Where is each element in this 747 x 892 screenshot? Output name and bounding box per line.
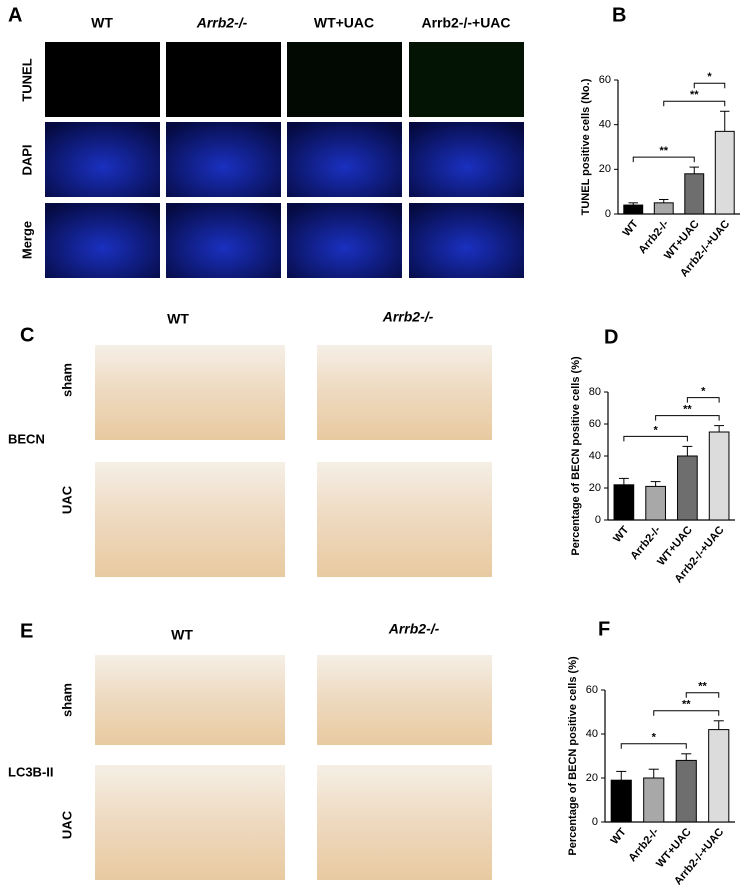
micrographs-e [95,655,492,880]
column-header: Arrb2-/- [196,15,248,31]
panel-label: C [20,324,34,346]
x-tick-label: WT [621,218,641,239]
bar [675,759,697,823]
significance-label: * [652,732,657,744]
marker-label: LC3B-II [8,764,54,779]
bar [677,455,698,521]
micrographs-c [95,345,492,577]
y-axis-label: Percentage of BECN positive cells (%) [570,356,582,556]
panel-label: A [8,4,22,26]
panel-label: B [612,4,626,26]
column-header: WT+UAC [314,15,374,31]
bar [714,130,735,215]
y-tick-label: 20 [589,482,601,494]
column-header: WT [167,311,189,327]
y-tick-label: 0 [605,208,611,220]
y-tick-label: 0 [592,816,598,828]
significance-label: ** [698,681,707,693]
bar [708,729,730,823]
column-header: WT [91,15,113,31]
y-tick-label: 60 [589,418,601,430]
significance-label: ** [690,89,699,101]
significance-label: * [707,71,712,83]
y-tick-label: 40 [599,119,611,131]
column-header: Arrb2-/-+UAC [421,15,510,31]
x-tick-label: WT [609,826,629,847]
marker-label: BECN [8,431,45,446]
bar [653,202,674,215]
column-header: Arrb2-/- [388,621,440,637]
y-tick-label: 40 [586,728,598,740]
panel-label: F [598,618,610,640]
y-tick-label: 60 [599,74,611,86]
column-header: WT [171,627,193,643]
significance-label: ** [683,404,692,416]
bar [623,204,644,215]
row-label: UAC [59,485,74,514]
significance-label: ** [682,699,691,711]
y-tick-label: 20 [586,772,598,784]
significance-bracket [653,710,720,716]
y-tick-label: 20 [599,163,611,175]
row-label: DAPI [19,144,34,175]
y-axis-label: Percentage of BECN positive cells (%) [567,656,579,856]
y-tick-label: 80 [589,386,601,398]
significance-bracket [623,435,688,442]
significance-bracket [663,100,726,107]
y-axis-label: TUNEL positive cells (No.) [580,78,592,215]
significance-label: * [701,386,706,398]
bar [643,777,665,823]
micrographs-a [45,42,524,278]
significance-bracket [632,156,695,163]
bar [645,485,666,521]
row-label: sham [59,363,74,397]
y-tick-label: 60 [586,684,598,696]
panel-label: D [604,326,618,348]
panel-label: E [20,620,33,642]
significance-label: ** [659,145,668,157]
row-label: TUNEL [19,58,34,101]
significance-bracket [686,397,720,403]
x-tick-label: WT [611,524,631,545]
y-tick-label: 0 [595,514,601,526]
significance-bracket [620,743,687,749]
row-label: UAC [59,810,74,839]
bar [613,484,635,521]
significance-bracket [685,692,720,698]
significance-bracket [655,415,720,421]
y-tick-label: 40 [589,450,601,462]
bar [684,173,705,215]
row-label: sham [59,683,74,717]
row-label: Merge [19,221,34,259]
column-header: Arrb2-/- [382,309,434,325]
significance-label: * [653,424,658,436]
bar [610,779,632,823]
bar [708,431,730,521]
significance-bracket [693,82,726,89]
